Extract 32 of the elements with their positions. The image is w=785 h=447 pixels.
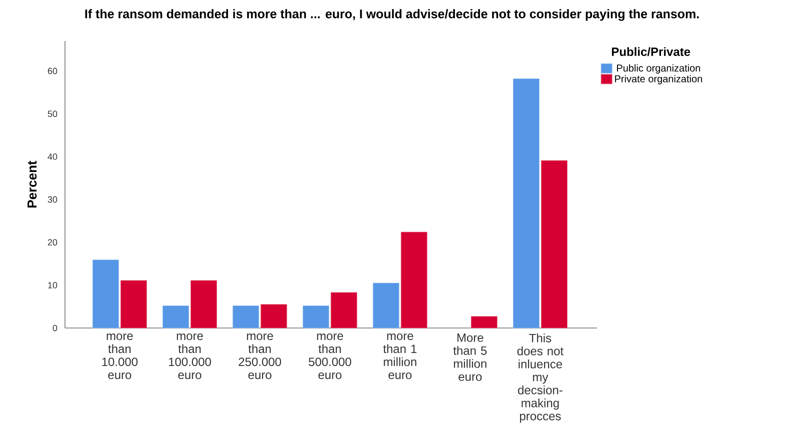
y-tick-label: 10 [48, 282, 58, 288]
bar [541, 160, 568, 328]
y-tick-label: 40 [48, 153, 58, 160]
y-axis-title: Percent [28, 160, 37, 208]
chart-title: If the ransom demanded is more than ... euro, I would advise/decide not to consider paying the ransom. [85, 9, 699, 21]
bar [232, 306, 260, 328]
bar [190, 280, 217, 328]
legend-label: Private organization [615, 75, 702, 84]
y-tick-label: 60 [48, 68, 58, 74]
x-tick-label: more than 100.000 euro [169, 334, 211, 380]
bar [513, 78, 540, 328]
x-tick-label: more than 10.000 euro [102, 334, 138, 380]
y-tick-label: 30 [48, 196, 58, 203]
bar [302, 306, 330, 328]
x-tick-label: more than 500.000 euro [308, 334, 352, 380]
legend-label: Public organization [617, 64, 700, 74]
x-tick-label: This does not inluence my decsion-making procces [517, 334, 564, 423]
x-tick-label: More than 5 million euro [453, 334, 487, 381]
bar [470, 316, 498, 328]
bar [400, 232, 428, 328]
bar [330, 292, 358, 328]
bar [92, 260, 119, 328]
bar [120, 280, 147, 328]
x-tick-label: more than 250.000 euro [238, 334, 282, 380]
bar [372, 282, 400, 328]
x-tick-label: more than 1 million euro [383, 334, 416, 380]
y-tick-label: 20 [48, 239, 58, 246]
bar [260, 304, 288, 328]
y-tick-label: 0 [52, 324, 58, 332]
legend-title: Public/Private [612, 47, 690, 56]
bar [162, 306, 189, 328]
y-tick-label: 50 [48, 110, 58, 118]
